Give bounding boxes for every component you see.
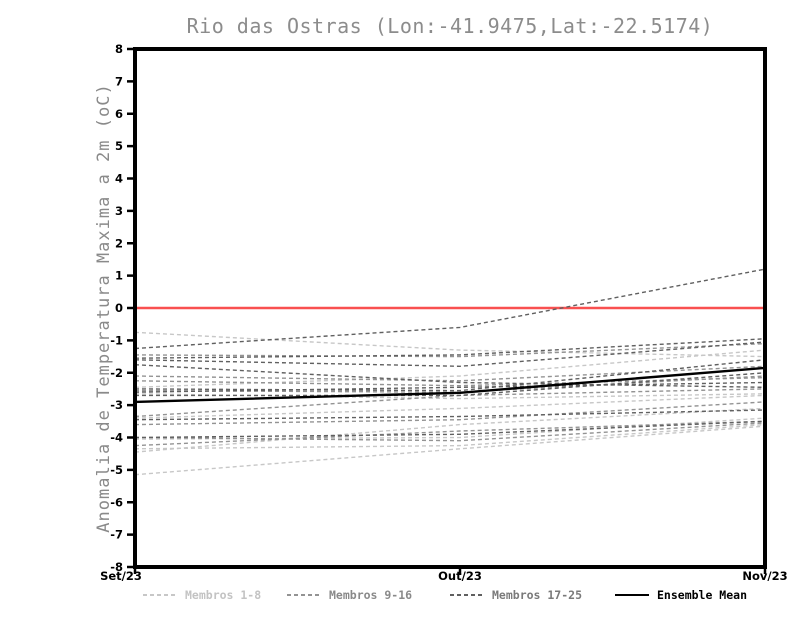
x-tick-label: Out/23	[438, 569, 482, 583]
y-tick-label: -6	[110, 495, 123, 509]
member-line	[134, 341, 766, 368]
y-tick-label: 3	[115, 204, 123, 218]
x-tick-label: Set/23	[100, 569, 142, 583]
ensemble-mean-line	[134, 366, 766, 404]
chart-legend: Membros 1-8 Membros 9-16 Membros 17-25 E…	[0, 588, 800, 604]
y-tick-label: 6	[115, 107, 123, 121]
dashed-line-swatch	[450, 594, 484, 596]
y-tick-label: -3	[110, 398, 123, 412]
member-line	[134, 407, 766, 453]
y-tick-label: -5	[110, 463, 123, 477]
y-tick-label: 5	[115, 139, 123, 153]
dashed-line-swatch	[287, 594, 321, 596]
member-line	[134, 420, 766, 447]
y-tick-label: 0	[115, 301, 123, 315]
member-line	[134, 365, 766, 382]
y-tick-label: 1	[115, 269, 123, 283]
member-line	[134, 331, 766, 358]
legend-item-membros-9-16: Membros 9-16	[287, 588, 412, 602]
y-tick-label: -2	[110, 366, 123, 380]
legend-item-membros-1-8: Membros 1-8	[143, 588, 261, 602]
chart-title: Rio das Ostras (Lon:-41.9475,Lat:-22.517…	[186, 14, 714, 38]
y-tick-label: 2	[115, 236, 123, 250]
member-line	[134, 409, 766, 421]
y-tick-label: -1	[110, 333, 123, 347]
y-tick-label: 4	[115, 172, 123, 186]
member-line	[134, 381, 766, 393]
member-line	[134, 359, 766, 392]
legend-label: Ensemble Mean	[657, 588, 748, 602]
member-line	[134, 401, 766, 426]
dashed-line-swatch	[143, 594, 177, 596]
legend-item-ensemble-mean: Ensemble Mean	[615, 588, 747, 602]
member-line	[134, 349, 766, 388]
member-line	[134, 342, 766, 358]
legend-label: Membros 17-25	[492, 588, 583, 602]
member-line	[134, 420, 766, 439]
y-tick-label: 8	[115, 42, 123, 56]
y-tick-label: -4	[110, 431, 123, 445]
member-line	[134, 422, 766, 442]
solid-line-swatch	[615, 594, 649, 596]
member-line	[134, 338, 766, 359]
member-line	[134, 423, 766, 450]
x-tick-label: Nov/23	[742, 569, 787, 583]
legend-item-membros-17-25: Membros 17-25	[450, 588, 582, 602]
member-line	[134, 364, 766, 388]
member-line	[134, 268, 766, 350]
member-line	[134, 394, 766, 419]
legend-label: Membros 1-8	[185, 588, 262, 602]
y-tick-label: -8	[110, 560, 123, 574]
y-tick-label: 7	[115, 74, 123, 88]
y-tick-label: -7	[110, 528, 123, 542]
member-line	[135, 372, 766, 397]
member-line	[134, 425, 766, 476]
legend-label: Membros 9-16	[329, 588, 413, 602]
